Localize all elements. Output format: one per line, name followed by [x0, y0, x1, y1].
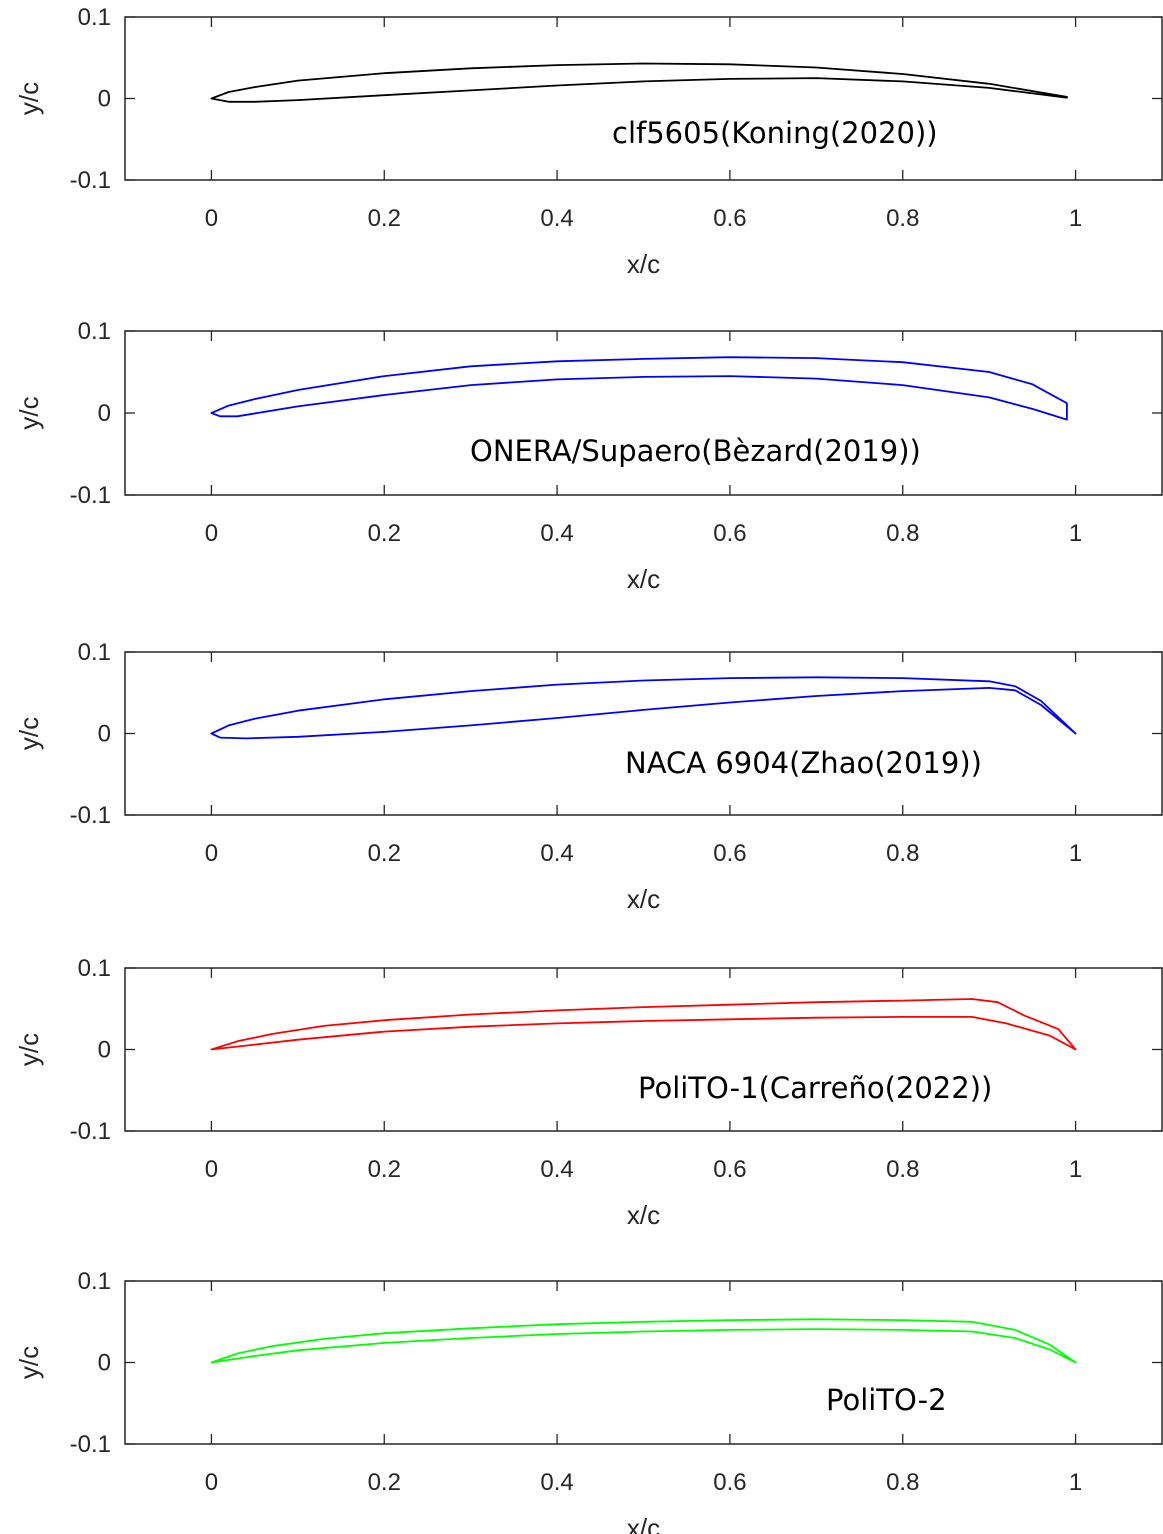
x-tick-label: 1	[1069, 520, 1082, 547]
y-tick-label: -0.1	[70, 802, 111, 829]
x-axis-title: x/c	[627, 1200, 660, 1230]
x-tick-label: 0.8	[886, 840, 919, 867]
x-tick-label: 1	[1069, 1156, 1082, 1183]
x-tick-label: 0.8	[886, 520, 919, 547]
x-tick-label: 0.4	[540, 1156, 573, 1183]
x-axis-title: x/c	[627, 564, 660, 594]
x-tick-label: 0.4	[540, 205, 573, 232]
x-tick-label: 0.2	[368, 1469, 401, 1496]
x-tick-label: 0	[205, 520, 218, 547]
x-tick-label: 0.8	[886, 1156, 919, 1183]
x-tick-label: 1	[1069, 1469, 1082, 1496]
plot-frame	[124, 967, 1163, 1132]
plot-frame	[124, 1280, 1163, 1445]
subplot-1: 0 0.2 0.4 0.6 0.8 1 -0.1 0 0.1 x/c y/c clf5605(Koni…	[14, 4, 1163, 279]
x-tick-label: 0.2	[368, 840, 401, 867]
subplot-3: 0 0.2 0.4 0.6 0.8 1 -0.1 0 0.1 x/c y/c NACA 6904(Zh…	[14, 639, 1163, 914]
y-tick-label: 0	[98, 1037, 111, 1064]
y-axis-title: y/c	[14, 717, 44, 750]
y-tick-label: 0.1	[78, 318, 111, 345]
y-tick-label: -0.1	[70, 482, 111, 509]
x-tick-label: 0.6	[713, 205, 746, 232]
x-tick-label: 0.2	[368, 520, 401, 547]
x-tick-label: 0	[205, 1469, 218, 1496]
x-tick-label: 0.4	[540, 840, 573, 867]
airfoil-outline	[210, 676, 1077, 740]
y-tick-label: 0.1	[78, 4, 111, 31]
airfoil-annotation: NACA 6904(Zhao(2019))	[625, 746, 982, 780]
y-axis-title: y/c	[14, 396, 44, 429]
x-tick-label: 1	[1069, 205, 1082, 232]
x-tick-label: 0.8	[886, 1469, 919, 1496]
x-tick-label: 0	[205, 1156, 218, 1183]
x-tick-label: 1	[1069, 840, 1082, 867]
x-axis-title: x/c	[627, 884, 660, 914]
plot-frame	[124, 330, 1163, 496]
x-axis-title: x/c	[627, 1513, 660, 1534]
y-axis-title: y/c	[14, 1346, 44, 1379]
x-tick-label: 0.4	[540, 520, 573, 547]
airfoil-annotation: ONERA/Supaero(Bèzard(2019))	[470, 434, 921, 468]
y-axis-title: y/c	[14, 1033, 44, 1066]
airfoil-annotation: PoliTO-1(Carreño(2022))	[638, 1071, 992, 1105]
y-tick-label: 0.1	[78, 639, 111, 666]
x-tick-label: 0.4	[540, 1469, 573, 1496]
airfoil-outline	[210, 356, 1068, 421]
y-tick-label: -0.1	[70, 1118, 111, 1145]
x-tick-label: 0	[205, 840, 218, 867]
y-tick-label: 0.1	[78, 1268, 111, 1295]
airfoil-outline	[210, 998, 1077, 1051]
subplot-4: 0 0.2 0.4 0.6 0.8 1 -0.1 0 0.1 x/c y/c PoliTO-1(Car…	[14, 955, 1163, 1230]
y-tick-label: -0.1	[70, 1431, 111, 1458]
y-tick-label: 0	[98, 400, 111, 427]
x-tick-label: 0	[205, 205, 218, 232]
subplot-2: 0 0.2 0.4 0.6 0.8 1 -0.1 0 0.1 x/c y/c ONERA/Supaer…	[14, 318, 1163, 594]
airfoil-outline	[210, 62, 1068, 103]
x-tick-label: 0.2	[368, 1156, 401, 1183]
subplot-5: 0 0.2 0.4 0.6 0.8 1 -0.1 0 0.1 x/c y/c PoliTO-2	[14, 1268, 1163, 1534]
y-tick-label: 0	[98, 86, 111, 113]
airfoil-annotation: PoliTO-2	[826, 1383, 947, 1417]
x-tick-label: 0.6	[713, 520, 746, 547]
airfoil-outline	[210, 1318, 1077, 1364]
plot-frame	[124, 651, 1163, 816]
y-tick-label: 0	[98, 1350, 111, 1377]
x-tick-label: 0.6	[713, 1469, 746, 1496]
airfoil-annotation: clf5605(Koning(2020))	[612, 116, 938, 150]
x-tick-label: 0.6	[713, 840, 746, 867]
x-tick-label: 0.8	[886, 205, 919, 232]
x-tick-label: 0.2	[368, 205, 401, 232]
y-axis-title: y/c	[14, 82, 44, 115]
x-axis-title: x/c	[627, 249, 660, 279]
y-tick-label: 0.1	[78, 955, 111, 982]
y-tick-label: -0.1	[70, 167, 111, 194]
y-tick-label: 0	[98, 721, 111, 748]
plot-frame	[124, 16, 1163, 181]
x-tick-label: 0.6	[713, 1156, 746, 1183]
